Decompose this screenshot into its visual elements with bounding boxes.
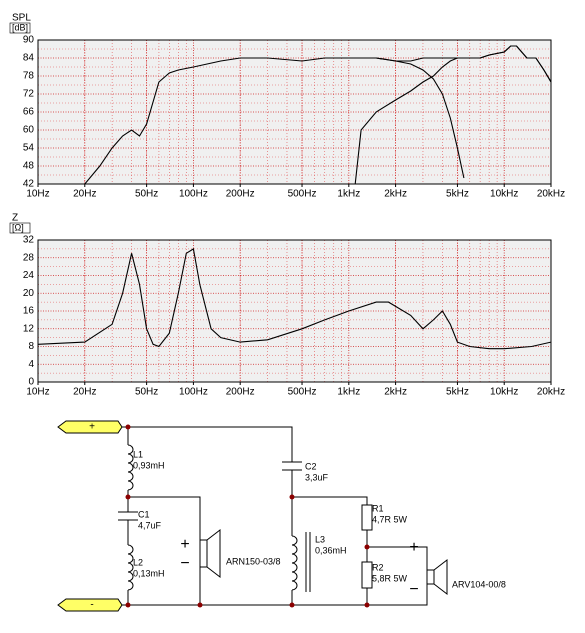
x-tick-label: 500Hz	[288, 387, 317, 398]
x-tick-label: 20kHz	[537, 387, 565, 398]
y-tick-label: 84	[23, 53, 35, 64]
y-tick-label: 28	[23, 252, 35, 263]
x-tick-label: 10Hz	[26, 387, 49, 398]
component-ref: C2	[305, 461, 317, 471]
y-tick-label: 16	[23, 306, 35, 317]
y-tick-label: 32	[23, 235, 35, 246]
x-tick-label: 10kHz	[490, 189, 518, 200]
component-ref: L1	[133, 449, 143, 459]
terminal-label: -	[90, 600, 93, 611]
y-tick-label: 12	[23, 323, 35, 334]
x-tick-label: 5kHz	[446, 189, 469, 200]
wire	[122, 426, 428, 606]
inductor-core	[305, 532, 311, 592]
y-tick-label: 42	[23, 179, 35, 190]
y-tick-label: 90	[23, 35, 35, 46]
x-tick-label: 100Hz	[179, 387, 208, 398]
x-tick-label: 100Hz	[179, 189, 208, 200]
wire	[128, 496, 201, 605]
component-ref: C1	[138, 509, 150, 519]
component-value: 3,3uF	[305, 472, 329, 482]
component-value: 4,7R 5W	[372, 514, 408, 524]
component-value: 0,13mH	[133, 568, 165, 578]
x-tick-label: 1kHz	[337, 189, 360, 200]
component-value: 5,8R 5W	[372, 573, 408, 583]
y-tick-label: 8	[28, 341, 34, 352]
y-tick-label: 78	[23, 71, 35, 82]
y-tick-label: 66	[23, 107, 35, 118]
y-tick-label: 48	[23, 161, 35, 172]
x-tick-label: 10Hz	[26, 189, 49, 200]
circuit: + - L1 0,93mH C1	[57, 420, 506, 612]
speaker-model: ARN150-03/8	[226, 556, 281, 566]
series-line	[38, 248, 551, 350]
x-tick-label: 200Hz	[226, 189, 255, 200]
speaker-model: ARV104-00/8	[452, 579, 506, 589]
x-tick-label: 200Hz	[226, 387, 255, 398]
plot-border	[37, 39, 552, 185]
y-axis-label: Z	[12, 213, 18, 224]
capacitor	[118, 511, 138, 521]
series-line	[376, 57, 465, 179]
capacitor	[282, 461, 302, 471]
inductor	[127, 444, 134, 491]
y-tick-label: 20	[23, 288, 35, 299]
y-tick-label: 54	[23, 143, 35, 154]
polarity: +	[180, 536, 189, 553]
component-ref: R2	[372, 562, 384, 572]
x-tick-label: 1kHz	[337, 387, 360, 398]
component-value: 0,36mH	[315, 545, 347, 555]
component-ref: L2	[133, 557, 143, 567]
resistor	[361, 504, 373, 531]
x-tick-label: 10kHz	[490, 387, 518, 398]
y-axis-unit: [dB]	[12, 22, 28, 32]
y-tick-label: 60	[23, 125, 35, 136]
speaker-cone	[433, 558, 448, 596]
y-tick-label: 24	[23, 270, 35, 281]
x-tick-label: 20Hz	[73, 387, 96, 398]
terminal-label: +	[89, 422, 95, 433]
x-tick-label: 20kHz	[537, 189, 565, 200]
plot-area	[38, 240, 551, 382]
x-tick-label: 500Hz	[288, 189, 317, 200]
x-tick-label: 2kHz	[384, 189, 407, 200]
polarity: −	[180, 555, 189, 572]
x-tick-label: 5kHz	[446, 387, 469, 398]
y-axis-label: SPL	[12, 13, 31, 24]
chart: 0 4 8 12 16 20 24 28 32 10Hz 20Hz 50Hz 100Hz 200Hz 500…	[9, 213, 565, 398]
component-value: 0,93mH	[133, 460, 165, 470]
component-ref: L3	[315, 534, 325, 544]
inductor	[291, 535, 298, 591]
component-ref: R1	[372, 503, 384, 513]
chart: 42 48 54 60 66 72 78 84 90 10Hz 20Hz 50Hz 100Hz 200Hz…	[9, 13, 565, 200]
x-tick-label: 50Hz	[135, 387, 158, 398]
x-tick-label: 20Hz	[73, 189, 96, 200]
polarity: −	[409, 581, 418, 598]
wire	[291, 496, 428, 605]
plot-border	[37, 239, 552, 383]
plot-area	[38, 40, 551, 184]
y-tick-label: 72	[23, 89, 35, 100]
y-unit-box	[9, 22, 31, 34]
series-line	[354, 45, 551, 184]
speaker	[199, 539, 208, 568]
y-unit-box	[9, 222, 31, 234]
y-axis-unit: [Ω]	[12, 222, 24, 232]
x-tick-label: 50Hz	[135, 189, 158, 200]
speaker	[426, 569, 435, 585]
polarity: +	[409, 539, 418, 556]
y-tick-label: 4	[28, 359, 34, 370]
component-value: 4,7uF	[138, 520, 162, 530]
nodes	[125, 424, 370, 608]
x-tick-label: 2kHz	[384, 387, 407, 398]
speaker-cone	[206, 528, 221, 579]
y-tick-label: 0	[28, 377, 34, 388]
inductor	[127, 544, 134, 591]
resistor	[361, 561, 373, 589]
